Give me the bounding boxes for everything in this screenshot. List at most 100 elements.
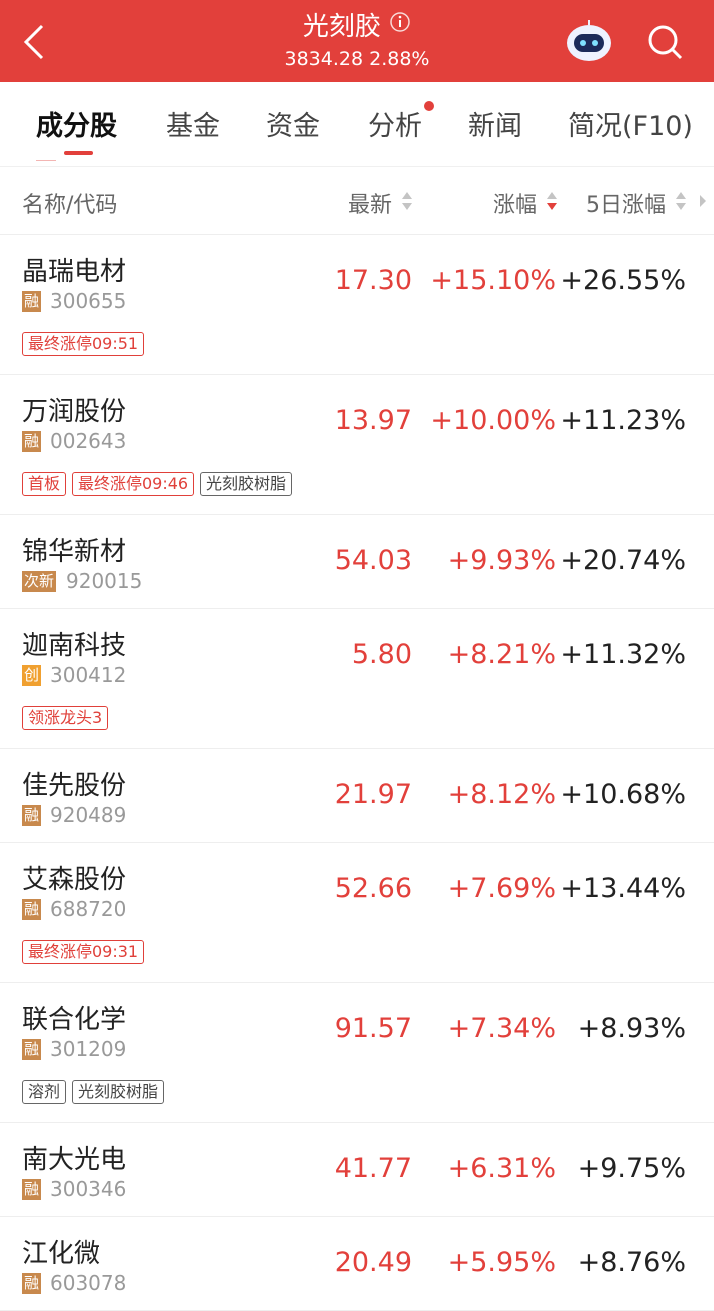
market-badge: 融 (22, 805, 42, 826)
price: 20.49 (334, 1247, 412, 1278)
tab[interactable]: 基金 (166, 111, 220, 142)
tag: 首板 (22, 472, 67, 496)
tab-indicator (64, 151, 93, 155)
divider (0, 1122, 714, 1123)
price: 41.77 (334, 1153, 412, 1184)
stock-row[interactable]: 佳先股份融 920489 21.97 +8.12% +10.68% (0, 749, 714, 843)
change: +6.31% (447, 1153, 556, 1184)
sort-icon[interactable] (545, 189, 559, 213)
tag: 最终涨停09:46 (72, 472, 195, 496)
market-badge: 融 (22, 291, 42, 312)
stock-code: 920489 (50, 803, 127, 827)
search-button[interactable] (645, 22, 685, 62)
tab-indicator-shadow (36, 160, 56, 161)
tab[interactable]: 资金 (266, 111, 320, 142)
back-button[interactable] (20, 22, 50, 62)
stock-code: 300346 (50, 1177, 127, 1201)
stock-row[interactable]: 万润股份融 002643 13.97 +10.00% +11.23% 首板 最终涨停09:4… (0, 375, 714, 515)
index-value: 3834.28 (284, 48, 364, 70)
market-badge: 融 (22, 431, 42, 452)
tag: 领涨龙头3 (22, 706, 109, 730)
stock-row[interactable]: 南大光电融 300346 41.77 +6.31% +9.75% (0, 1123, 714, 1217)
tag: 溶剂 (22, 1080, 67, 1104)
tab[interactable]: 新闻 (468, 111, 522, 142)
tag: 最终涨停09:31 (22, 940, 145, 964)
stock-row[interactable]: 江化微融 603078 20.49 +5.95% +8.76% (0, 1217, 714, 1311)
tab[interactable]: 成分股 (36, 111, 117, 142)
divider (0, 1216, 714, 1217)
title: 光刻胶 (302, 12, 381, 42)
stock-name: 迦南科技 (22, 631, 127, 661)
stock-code: 920015 (66, 569, 143, 593)
stock-name: 江化微 (22, 1239, 101, 1269)
index-change: 2.88% (369, 48, 430, 70)
stock-code: 300655 (50, 289, 127, 313)
change-5d: +11.23% (560, 405, 686, 436)
stock-row[interactable]: 联合化学融 301209 91.57 +7.34% +8.93% 溶剂 光刻胶树脂 (0, 983, 714, 1123)
stock-code: 300412 (50, 663, 127, 687)
change-5d: +13.44% (560, 873, 686, 904)
market-badge: 创 (22, 665, 42, 686)
stock-row[interactable]: 迦南科技创 300412 5.80 +8.21% +11.32% 领涨龙头3 (0, 609, 714, 749)
stock-name: 万润股份 (22, 397, 127, 427)
change-5d: +11.32% (560, 639, 686, 670)
scroll-right-icon[interactable] (698, 193, 708, 209)
change-5d: +20.74% (560, 545, 686, 576)
market-badge: 次新 (22, 571, 57, 592)
change: +7.34% (447, 1013, 556, 1044)
divider (0, 166, 714, 167)
change: +8.12% (447, 779, 556, 810)
change-5d: +9.75% (577, 1153, 686, 1184)
robot-icon[interactable] (564, 18, 614, 64)
column-label: 名称/代码 (22, 193, 118, 218)
tab[interactable]: 简况(F10) (568, 111, 693, 142)
stock-name: 佳先股份 (22, 771, 127, 801)
divider (0, 234, 714, 235)
change: +9.93% (447, 545, 556, 576)
change: +8.21% (447, 639, 556, 670)
sort-icon[interactable] (674, 189, 688, 213)
divider (0, 608, 714, 609)
change-5d: +8.93% (577, 1013, 686, 1044)
stock-name: 南大光电 (22, 1145, 127, 1175)
change: +10.00% (430, 405, 556, 436)
tag: 光刻胶树脂 (200, 472, 293, 496)
stock-code: 301209 (50, 1037, 127, 1061)
divider (0, 748, 714, 749)
divider (0, 842, 714, 843)
market-badge: 融 (22, 1039, 42, 1060)
price: 13.97 (334, 405, 412, 436)
market-badge: 融 (22, 1273, 42, 1294)
change: +5.95% (447, 1247, 556, 1278)
change: +15.10% (430, 265, 556, 296)
stock-name: 晶瑞电材 (22, 257, 127, 287)
info-icon[interactable] (389, 11, 411, 33)
subtitle: 3834.28 2.88% (0, 48, 714, 70)
column-label[interactable]: 5日涨幅 (586, 193, 666, 218)
price: 91.57 (334, 1013, 412, 1044)
divider (0, 982, 714, 983)
price: 54.03 (334, 545, 412, 576)
column-label[interactable]: 最新 (347, 193, 392, 218)
stock-name: 锦华新材 (22, 537, 127, 567)
change: +7.69% (447, 873, 556, 904)
tag: 最终涨停09:51 (22, 332, 145, 356)
price: 5.80 (351, 639, 412, 670)
divider (0, 374, 714, 375)
stock-name: 艾森股份 (22, 865, 127, 895)
sort-icon[interactable] (400, 189, 414, 213)
price: 52.66 (334, 873, 412, 904)
stock-code: 688720 (50, 897, 127, 921)
stock-name: 联合化学 (22, 1005, 127, 1035)
stock-code: 002643 (50, 429, 127, 453)
change-5d: +10.68% (560, 779, 686, 810)
header-bar: 光刻胶 3834.28 2.88% (0, 0, 714, 82)
column-label[interactable]: 涨幅 (492, 193, 537, 218)
stock-row[interactable]: 锦华新材次新 920015 54.03 +9.93% +20.74% (0, 515, 714, 609)
stock-row[interactable]: 晶瑞电材融 300655 17.30 +15.10% +26.55% 最终涨停09:51 (0, 235, 714, 375)
price: 17.30 (334, 265, 412, 296)
stock-code: 603078 (50, 1271, 127, 1295)
notification-dot (424, 101, 434, 111)
stock-row[interactable]: 艾森股份融 688720 52.66 +7.69% +13.44% 最终涨停09:31 (0, 843, 714, 983)
tab[interactable]: 分析 (368, 111, 422, 142)
